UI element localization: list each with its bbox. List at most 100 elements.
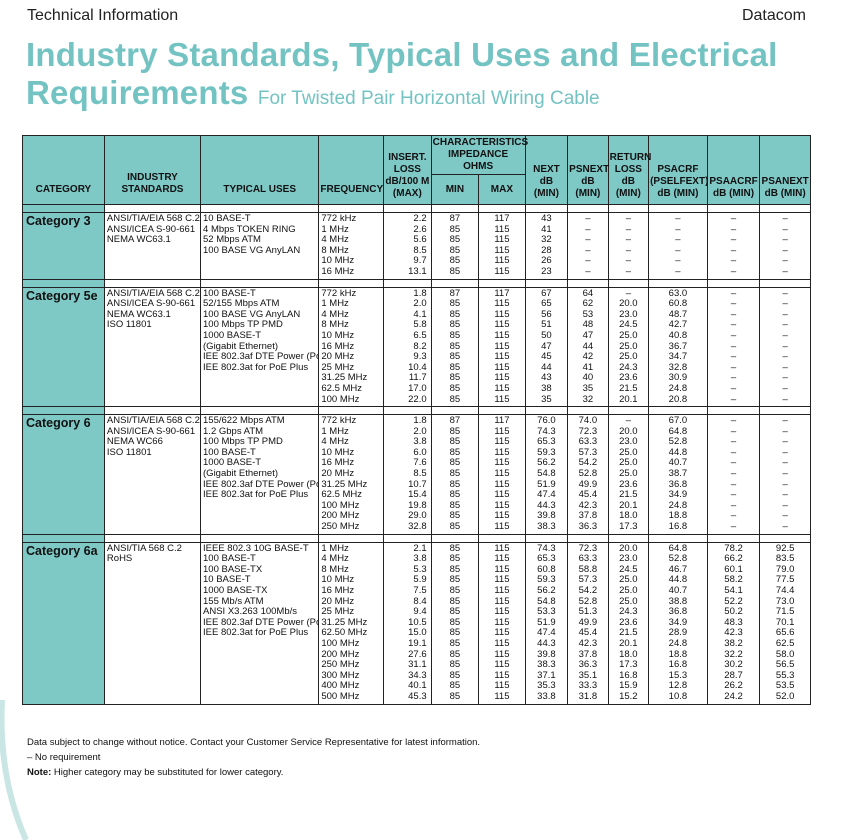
- cell-line: 52.2: [724, 595, 743, 607]
- cell-line: 115: [494, 457, 510, 469]
- cell-line: 74.3: [537, 542, 556, 554]
- cell-line: 24.3: [619, 361, 638, 373]
- cell-line: 85: [449, 319, 461, 331]
- cell-line: 25 MHz: [321, 361, 355, 373]
- cell-impedance-max: 117 115 115 115 115 115: [478, 212, 526, 280]
- cell-line: –: [675, 244, 681, 256]
- cell-impedance-min: 87 85 85 85 85 85: [430, 212, 480, 280]
- cell-line: 49.9: [578, 616, 598, 628]
- cell-line: 1000 BASE-T: [203, 457, 262, 469]
- cell-line: 22.0: [408, 393, 427, 405]
- cell-line: –: [782, 393, 788, 405]
- legend-no-requirement: – No requirement: [27, 752, 101, 763]
- cell-line: 35: [541, 393, 552, 405]
- cell-line: 31.8: [578, 690, 598, 702]
- cell-line: 36.8: [668, 606, 688, 618]
- cell-line: 115: [494, 372, 510, 384]
- cell-line: ANSI/ICEA S-90-661: [106, 223, 196, 235]
- cell-line: 5.9: [413, 574, 427, 586]
- cell-line: 64.8: [668, 425, 688, 437]
- cell-line: 117: [494, 287, 510, 299]
- cell-impedance-min: 87 85 85 85 85 85 85 85 85 85 85: [430, 286, 480, 408]
- cell-line: 115: [494, 478, 510, 490]
- cell-line: 100 BASE-T: [203, 287, 256, 299]
- brand-label: Datacom: [741, 7, 806, 24]
- cell-line: 8 MHz: [321, 563, 349, 575]
- cell-line: 85: [449, 510, 461, 522]
- cell-line: 50: [541, 329, 552, 341]
- cell-line: –: [730, 265, 737, 277]
- cell-line: –: [675, 255, 681, 267]
- cell-line: –: [730, 436, 737, 448]
- table-body: Category 3 ANSI/TIA/EIA 568 C.2 ANSI/ICEA …: [22, 204, 811, 705]
- cell-line: 115: [494, 648, 510, 660]
- cell-line: –: [782, 446, 788, 458]
- col-return-loss: RETURN LOSS dB (MIN): [607, 135, 651, 205]
- cell-line: 58.8: [578, 563, 598, 575]
- cell-line: –: [730, 457, 737, 469]
- cell-line: 15.9: [619, 680, 638, 692]
- cell-line: 24.5: [619, 319, 638, 331]
- cell-line: 115: [494, 521, 510, 533]
- cell-line: 85: [449, 521, 461, 533]
- cell-line: 772 kHz: [321, 415, 357, 427]
- cell-line: 87: [449, 213, 461, 224]
- cell-line: 63.3: [578, 436, 598, 448]
- cell-line: 40.8: [668, 329, 688, 341]
- cell-line: 25.0: [619, 446, 638, 458]
- cell-line: 85: [449, 223, 461, 235]
- cell-line: 17.3: [619, 659, 638, 671]
- cell-line: 85: [449, 382, 461, 394]
- cell-line: 100 BASE-T: [203, 553, 256, 565]
- cell-line: –: [782, 213, 788, 224]
- cell-next: 74.3 65.3 60.8 59.3 56.2 54.8 53.3 51.9 47.4 44.3…: [524, 541, 569, 705]
- section-label: Technical Information: [27, 7, 179, 24]
- cell-line: 115: [494, 606, 510, 618]
- cell-line: 24.8: [668, 382, 688, 394]
- cell-line: 20.1: [619, 637, 638, 649]
- cell-line: 20.0: [619, 425, 638, 437]
- cell-line: 57.3: [578, 574, 598, 586]
- cell-line: 20.1: [619, 393, 638, 405]
- cell-line: 2.2: [413, 213, 427, 224]
- cell-line: –: [730, 298, 737, 310]
- cell-line: NEMA WC63.1: [106, 308, 171, 320]
- cell-line: 64.8: [668, 542, 688, 554]
- cell-line: 15.3: [668, 669, 688, 681]
- cell-line: 25.0: [619, 457, 638, 469]
- cell-line: 20.0: [619, 298, 638, 310]
- cell-line: –: [585, 234, 591, 246]
- cell-line: 24.8: [668, 499, 688, 511]
- col-next: NEXT dB (MIN): [524, 135, 569, 205]
- cell-line: 40: [582, 372, 594, 384]
- cell-standards: ANSI/TIA 568 C.2 RoHS: [103, 541, 202, 705]
- cell-line: 47.4: [537, 489, 556, 501]
- cell-psanext: 92.5 83.5 79.0 77.5 74.4 73.0 71.5 70.1 65.6 62.5…: [759, 541, 811, 705]
- cell-line: –: [782, 457, 788, 469]
- cell-line: 32.8: [408, 521, 427, 533]
- col-category: CATEGORY: [22, 135, 105, 205]
- cell-insert-loss: 2.2 2.6 5.6 8.5 9.7 13.1: [383, 212, 432, 280]
- cell-line: 85: [449, 648, 461, 660]
- cell-line: –: [730, 468, 737, 480]
- table-row: Category 6 ANSI/TIA/EIA 568 C.2 ANSI/ICEA …: [22, 414, 811, 535]
- cell-line: 54.8: [537, 595, 556, 607]
- cell-return-loss: –20.0 23.0 25.0 25.0 25.0 23.6 21.5 20.1 18.0 17.…: [607, 414, 650, 535]
- cell-line: 12.8: [668, 680, 688, 692]
- cell-line: 64: [582, 287, 594, 299]
- cell-line: 40.1: [408, 680, 427, 692]
- cell-line: 5.6: [413, 234, 427, 246]
- cell-line: 40.7: [668, 457, 688, 469]
- cell-line: 74.0: [578, 415, 598, 427]
- cell-line: 87: [449, 415, 461, 427]
- cell-line: 56: [541, 308, 552, 320]
- cell-line: 32.8: [668, 361, 688, 373]
- cell-line: –: [585, 265, 591, 277]
- cell-line: –: [782, 478, 788, 490]
- cell-line: 85: [449, 446, 461, 458]
- cell-line: 51.9: [537, 616, 556, 628]
- cell-line: 48.3: [724, 616, 743, 628]
- cell-line: –: [782, 436, 788, 448]
- cell-line: 8.5: [413, 468, 427, 480]
- cell-line: 8 MHz: [321, 319, 349, 331]
